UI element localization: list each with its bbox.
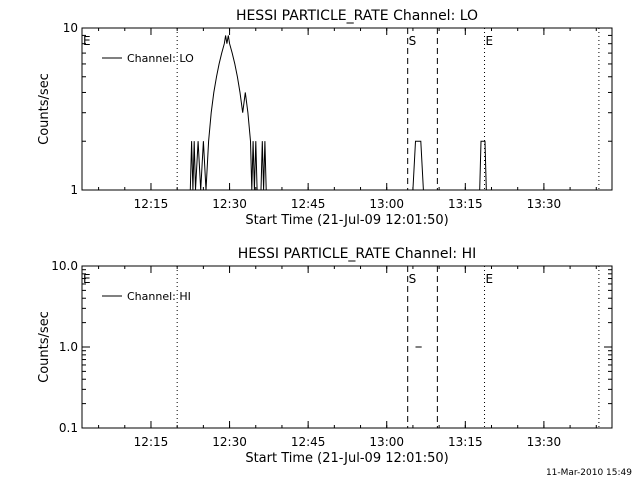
x-tick-label: 12:45 xyxy=(291,435,326,449)
marker-label: S xyxy=(409,34,417,48)
x-tick-label: 13:30 xyxy=(527,197,562,211)
y-tick-label: 10 xyxy=(63,21,78,35)
x-tick-label: 12:30 xyxy=(212,435,247,449)
y-tick-label: 1 xyxy=(70,183,78,197)
x-tick-label: 13:15 xyxy=(448,435,483,449)
y-axis-label: Counts/sec xyxy=(37,73,52,145)
chart-panel-2: HESSI PARTICLE_RATE Channel: HI Counts/se… xyxy=(37,246,613,466)
marker-label: E xyxy=(83,34,91,48)
chart-panel-1: HESSI PARTICLE_RATE Channel: LO Counts/se… xyxy=(37,8,613,228)
marker-label: E xyxy=(486,272,494,286)
footer-timestamp: 11-Mar-2010 15:49 xyxy=(545,468,632,478)
x-axis-label: Start Time (21-Jul-09 12:01:50) xyxy=(245,213,448,228)
y-axis-label: Counts/sec xyxy=(37,311,52,383)
y-tick-label: 10.0 xyxy=(51,259,78,273)
legend-label: Channel: HI xyxy=(127,290,191,303)
x-axis-label: Start Time (21-Jul-09 12:01:50) xyxy=(245,451,448,466)
legend-label: Channel: LO xyxy=(127,52,194,65)
x-tick-label: 12:45 xyxy=(291,197,326,211)
x-tick-label: 13:00 xyxy=(369,197,404,211)
chart-title: HESSI PARTICLE_RATE Channel: LO xyxy=(236,8,478,24)
y-tick-label: 0.1 xyxy=(59,421,78,435)
x-tick-label: 13:00 xyxy=(369,435,404,449)
x-tick-label: 12:30 xyxy=(212,197,247,211)
x-tick-label: 13:15 xyxy=(448,197,483,211)
y-tick-label: 1.0 xyxy=(59,340,78,354)
marker-label: S xyxy=(409,272,417,286)
marker-label: E xyxy=(83,272,91,286)
marker-label: E xyxy=(486,34,494,48)
chart-title: HESSI PARTICLE_RATE Channel: HI xyxy=(238,246,476,262)
x-tick-label: 12:15 xyxy=(134,435,169,449)
series-line xyxy=(189,35,487,191)
x-tick-label: 13:30 xyxy=(527,435,562,449)
x-tick-label: 12:15 xyxy=(134,197,169,211)
